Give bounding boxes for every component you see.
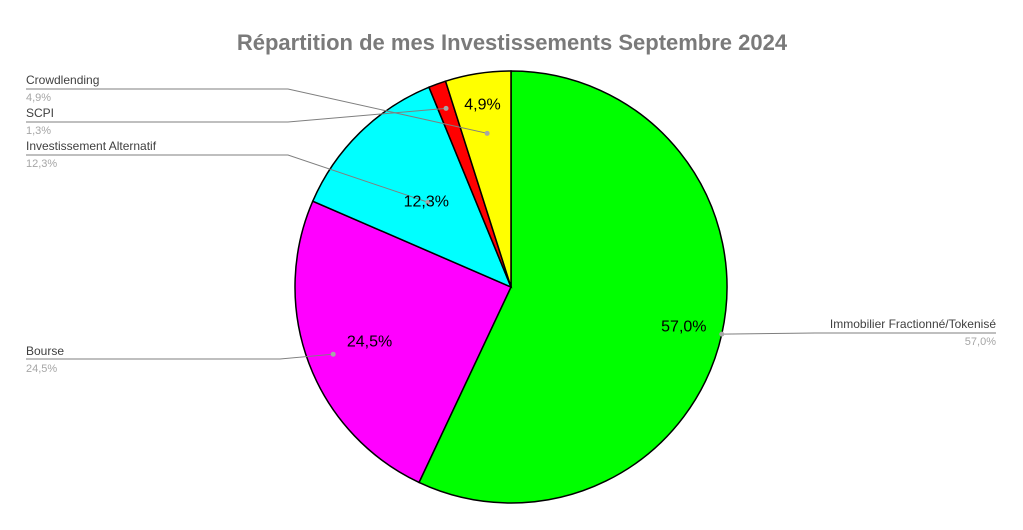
callout-name-investissement-alternatif: Investissement Alternatif [26,139,157,153]
slice-value-label-crowdlending: 4,9% [464,96,500,113]
callout-name-crowdlending: Crowdlending [26,73,99,87]
callout-value-investissement-alternatif: 12,3% [26,158,57,170]
pie-slice-investissement-alternatif [311,86,513,289]
callout-value-immobilier-fractionne-tokenise: 57,0% [965,336,996,348]
slice-value-label-immobilier-fractionne-tokenise: 57,0% [661,319,706,336]
callout-value-scpi: 1,3% [26,125,51,137]
pie-slice-crowdlending [444,70,512,288]
pie-slice-bourse [294,200,513,484]
slice-value-label-investissement-alternatif: 12,3% [404,194,449,211]
leader-line-immobilier-fractionne-tokenise [721,332,996,335]
leader-line-bourse [26,353,334,360]
leader-dot-scpi [443,105,449,111]
leader-line-crowdlending [26,88,488,134]
slice-value-label-bourse: 24,5% [347,333,392,350]
pie-labels: 57,0% Immobilier Fractionné/Tokenisé 57,0%… [26,73,996,375]
callout-name-bourse: Bourse [26,344,64,358]
leader-dot-crowdlending [484,130,490,136]
leader-dot-immobilier-fractionne-tokenise [719,331,725,337]
callout-name-scpi: SCPI [26,106,54,120]
callout-value-bourse: 24,5% [26,363,57,375]
pie-slices [294,70,728,504]
leader-lines [26,88,996,360]
callout-value-crowdlending: 4,9% [26,92,51,104]
leader-dot-investissement-alternatif [425,199,431,205]
callout-name-immobilier-fractionne-tokenise: Immobilier Fractionné/Tokenisé [830,317,996,331]
leader-line-investissement-alternatif [26,154,428,203]
chart-title: Répartition de mes Investissements Septe… [237,30,788,55]
leader-dot-bourse [330,351,336,357]
